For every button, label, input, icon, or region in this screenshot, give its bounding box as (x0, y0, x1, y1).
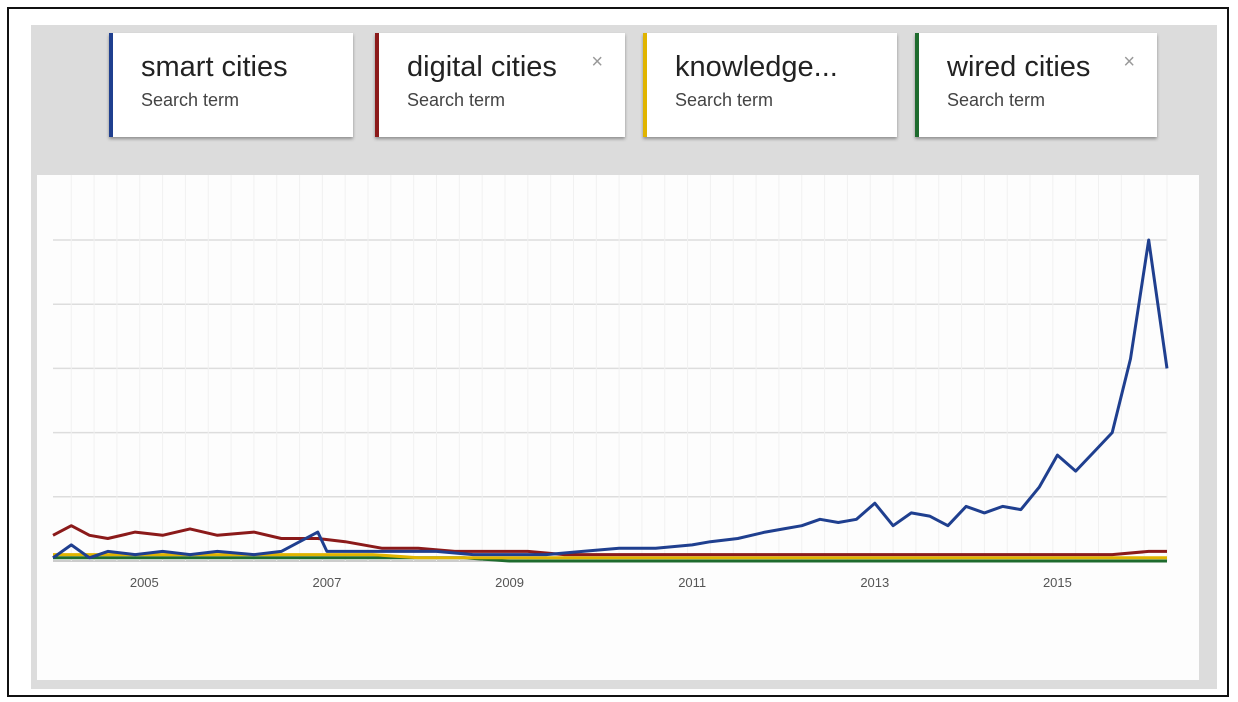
line-chart-svg: 2005 2007 2009 2011 2013 2015 (52, 175, 1169, 590)
x-tick-label: 2011 (678, 575, 706, 590)
search-term-card-wired-cities[interactable]: wired cities Search term × (915, 33, 1157, 137)
search-term-card-knowledge[interactable]: knowledge... Search term (643, 33, 897, 137)
term-subtitle: Search term (407, 90, 506, 110)
term-color-bar (915, 33, 919, 137)
search-term-card-smart-cities[interactable]: smart cities Search term (109, 33, 353, 137)
term-name: digital cities (407, 51, 557, 83)
series-line-smart-cities (52, 238, 1169, 560)
term-name: knowledge... (675, 51, 838, 83)
close-icon[interactable]: × (1123, 51, 1135, 73)
x-tick-label: 2007 (312, 575, 341, 590)
search-terms-bar: smart cities Search term digital cities … (31, 25, 1217, 175)
x-tick-label: 2009 (495, 575, 524, 590)
search-term-card-digital-cities[interactable]: digital cities Search term × (375, 33, 625, 137)
term-color-bar (109, 33, 113, 137)
close-icon[interactable]: × (591, 51, 603, 73)
image-frame: smart cities Search term digital cities … (7, 7, 1229, 697)
interest-over-time-chart: 2005 2007 2009 2011 2013 2015 (37, 175, 1199, 680)
trends-panel: smart cities Search term digital cities … (31, 25, 1217, 689)
term-color-bar (643, 33, 647, 137)
term-subtitle: Search term (141, 90, 240, 110)
term-name: wired cities (947, 51, 1091, 83)
x-tick-label: 2005 (130, 575, 159, 590)
term-subtitle: Search term (947, 90, 1046, 110)
term-name: smart cities (141, 51, 288, 83)
term-color-bar (375, 33, 379, 137)
x-tick-label: 2013 (860, 575, 889, 590)
x-tick-label: 2015 (1043, 575, 1072, 590)
series-line-digital-cities (52, 524, 1167, 557)
term-subtitle: Search term (675, 90, 774, 110)
series-line-wired-cities (53, 556, 1167, 563)
